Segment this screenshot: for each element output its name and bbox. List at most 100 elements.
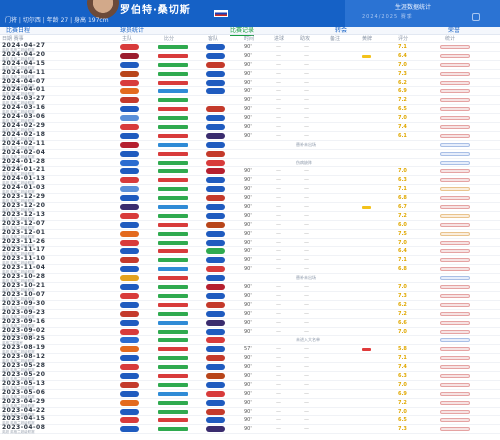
score-badge[interactable] — [158, 311, 188, 316]
table-row[interactable]: 2023-08-12 英超 英格兰超级联赛 90' — — 7.1 — [0, 354, 500, 363]
home-team-crest[interactable] — [120, 168, 139, 175]
score-badge[interactable] — [158, 107, 188, 112]
table-row[interactable]: 2024-01-13 英超 英格兰超级联赛 90' — — 6.3 — [0, 176, 500, 185]
col-notes[interactable]: 备注 — [330, 36, 341, 42]
stats-button[interactable] — [440, 53, 470, 58]
away-team-crest[interactable] — [206, 150, 225, 157]
stats-button[interactable] — [440, 356, 470, 361]
table-row[interactable]: 2023-11-26 英超 英格兰超级联赛 90' — — 7.0 — [0, 238, 500, 248]
col-score[interactable]: 比分 — [164, 36, 175, 42]
score-badge[interactable] — [158, 178, 188, 183]
stats-button[interactable] — [440, 293, 470, 298]
table-row[interactable]: 2023-05-28 英超 英格兰超级联赛 90' — — 7.4 — [0, 363, 500, 372]
table-row[interactable]: 2023-09-16 英超 英格兰超级联赛 90' — — 6.6 — [0, 318, 500, 328]
score-badge[interactable] — [158, 409, 188, 414]
away-team-crest[interactable] — [206, 132, 225, 139]
away-team-crest[interactable] — [206, 97, 225, 104]
away-team-crest[interactable] — [206, 221, 225, 228]
stats-button[interactable] — [440, 320, 470, 325]
table-row[interactable]: 2024-01-03 英超 英格兰超级联赛 90' — — 7.1 — [0, 185, 500, 194]
table-row[interactable]: 2023-04-22 英超 英格兰超级联赛 90' — — 7.0 — [0, 407, 500, 417]
home-team-crest[interactable] — [120, 177, 139, 184]
home-team-crest[interactable] — [120, 301, 139, 308]
score-badge[interactable] — [158, 418, 188, 423]
table-row[interactable]: 2023-12-29 英超 英格兰超级联赛 90' — — 6.8 — [0, 194, 500, 203]
home-team-crest[interactable] — [120, 106, 139, 113]
away-team-crest[interactable] — [206, 141, 225, 148]
home-team-crest[interactable] — [120, 408, 139, 415]
table-row[interactable]: 2024-01-21 英超 英格兰超级联赛 90' — — 7.0 — [0, 167, 500, 176]
score-badge[interactable] — [158, 53, 188, 58]
score-badge[interactable] — [158, 80, 188, 85]
away-team-crest[interactable] — [206, 355, 225, 362]
home-team-crest[interactable] — [120, 150, 139, 157]
table-row[interactable]: 2023-11-04 英超 英格兰超级联赛 90' — — 6.8 — [0, 265, 500, 274]
away-team-crest[interactable] — [206, 275, 225, 282]
away-team-crest[interactable] — [206, 88, 225, 95]
stats-button[interactable] — [440, 169, 470, 174]
table-row[interactable]: 2023-05-20 英超 英格兰超级联赛 90' — — 6.3 — [0, 371, 500, 381]
away-team-crest[interactable] — [206, 372, 225, 379]
home-team-crest[interactable] — [120, 88, 139, 95]
stats-button[interactable] — [440, 427, 470, 432]
away-team-crest[interactable] — [206, 79, 225, 86]
stats-button[interactable] — [440, 409, 470, 414]
table-row[interactable]: 2024-03-06 英超 英格兰超级联赛 90' — — 7.0 — [0, 114, 500, 123]
home-team-crest[interactable] — [120, 248, 139, 255]
score-badge[interactable] — [158, 196, 188, 201]
home-team-crest[interactable] — [120, 364, 139, 371]
stats-button[interactable] — [440, 160, 470, 165]
home-team-crest[interactable] — [120, 159, 139, 166]
score-badge[interactable] — [158, 142, 188, 147]
score-badge[interactable] — [158, 356, 188, 361]
score-badge[interactable] — [158, 89, 188, 94]
stats-button[interactable] — [440, 45, 470, 49]
home-team-crest[interactable] — [120, 399, 139, 406]
table-row[interactable]: 2023-05-06 英超 英格兰超级联赛 90' — — 6.9 — [0, 389, 500, 399]
col-rating[interactable]: 评分 — [398, 36, 409, 42]
home-team-crest[interactable] — [120, 204, 139, 211]
table-row[interactable]: 2024-01-28 英格兰足总杯 伤病缺阵 — [0, 158, 500, 168]
table-row[interactable]: 2023-04-15 英超 英格兰超级联赛 90' — — 6.5 — [0, 416, 500, 425]
stats-button[interactable] — [440, 205, 470, 210]
away-team-crest[interactable] — [206, 284, 225, 291]
away-team-crest[interactable] — [206, 390, 225, 397]
score-badge[interactable] — [158, 62, 188, 67]
home-team-crest[interactable] — [120, 230, 139, 237]
home-team-crest[interactable] — [120, 417, 139, 424]
stats-button[interactable] — [440, 151, 470, 156]
away-team-crest[interactable] — [206, 337, 225, 344]
table-row[interactable]: 2023-05-13 英超 英格兰超级联赛 90' — — 7.0 — [0, 380, 500, 390]
tab-match-log[interactable]: 比赛记录 — [230, 27, 255, 36]
home-team-crest[interactable] — [120, 132, 139, 139]
score-badge[interactable] — [158, 302, 188, 307]
home-team-crest[interactable] — [120, 115, 139, 122]
score-badge[interactable] — [158, 382, 188, 387]
table-row[interactable]: 2024-04-15 英超 英格兰超级联赛 90' — — 7.0 — [0, 60, 500, 70]
away-team-crest[interactable] — [206, 399, 225, 406]
table-row[interactable]: 2023-04-08 英超 英格兰超级联赛 90' — — 7.3 — [0, 425, 500, 434]
away-team-crest[interactable] — [206, 177, 225, 184]
away-team-crest[interactable] — [206, 319, 225, 326]
stats-button[interactable] — [440, 213, 470, 218]
away-team-crest[interactable] — [206, 346, 225, 353]
stats-button[interactable] — [440, 62, 470, 67]
score-badge[interactable] — [158, 427, 188, 432]
stats-button[interactable] — [440, 311, 470, 316]
table-row[interactable]: 2024-04-20 英超 英格兰超级联赛 90' — — 6.4 — [0, 51, 500, 61]
home-team-crest[interactable] — [120, 310, 139, 317]
stats-button[interactable] — [440, 178, 470, 183]
stats-button[interactable] — [440, 418, 470, 423]
table-row[interactable]: 2023-10-28 英超 英格兰超级联赛 替补未出场 — [0, 274, 500, 283]
score-badge[interactable] — [158, 267, 188, 272]
table-row[interactable]: 2024-03-16 英超 英格兰超级联赛 90' — — 6.5 — [0, 105, 500, 114]
home-team-crest[interactable] — [120, 346, 139, 353]
home-team-crest[interactable] — [120, 390, 139, 397]
score-badge[interactable] — [158, 293, 188, 298]
score-badge[interactable] — [158, 205, 188, 210]
score-badge[interactable] — [158, 249, 188, 254]
score-badge[interactable] — [158, 400, 188, 405]
table-row[interactable]: 2023-04-29 英超 英格兰超级联赛 90' — — 7.2 — [0, 398, 500, 408]
table-row[interactable]: 2023-10-21 英超 英格兰超级联赛 90' — — 7.0 — [0, 283, 500, 292]
score-badge[interactable] — [158, 276, 188, 281]
